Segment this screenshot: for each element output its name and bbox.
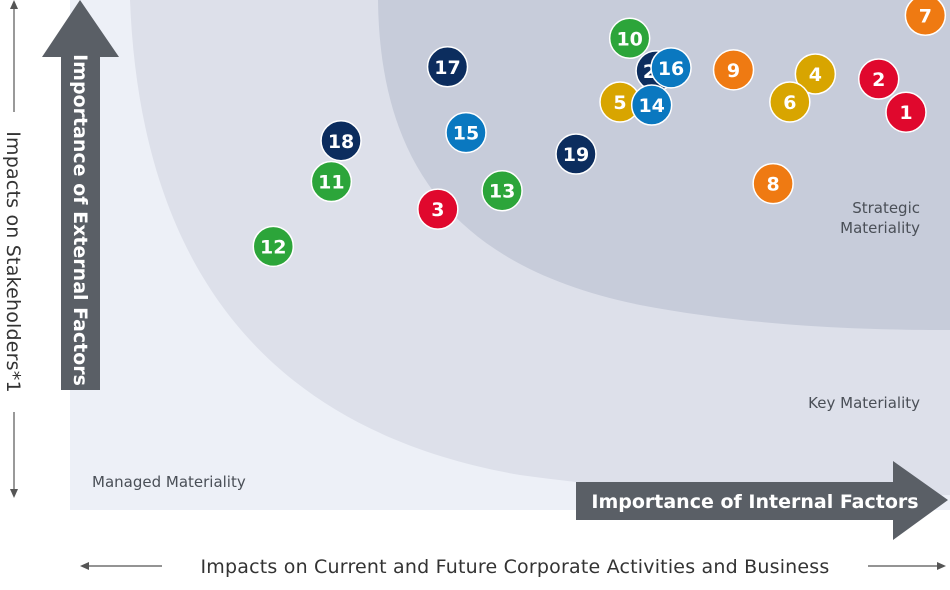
data-point-label-19: 19 — [563, 144, 589, 166]
data-point-8: 8 — [752, 162, 794, 205]
data-points: 1718111231315191020516149462187 — [252, 0, 947, 268]
external-factors-label: Importance of External Factors — [69, 54, 91, 386]
data-point-5: 5 — [599, 81, 641, 123]
data-point-19: 19 — [555, 133, 597, 175]
data-point-label-2: 2 — [872, 69, 885, 91]
data-point-label-10: 10 — [616, 28, 642, 50]
internal-factors-label: Importance of Internal Factors — [591, 491, 918, 513]
data-point-circle-12 — [252, 225, 295, 268]
data-point-11: 11 — [310, 160, 353, 203]
data-point-label-7: 7 — [919, 5, 932, 27]
data-point-circle-9 — [712, 49, 755, 91]
x-axis-arrowhead-right — [937, 562, 946, 570]
data-point-12: 12 — [252, 225, 295, 268]
zone-label-managed: Managed Materiality — [92, 473, 246, 491]
data-point-circle-10 — [608, 17, 651, 59]
x-axis: Impacts on Current and Future Corporate … — [80, 556, 946, 578]
data-point-label-18: 18 — [328, 131, 354, 153]
data-point-label-15: 15 — [453, 123, 479, 145]
data-point-label-16: 16 — [658, 58, 684, 80]
y-axis: Impacts on Stakeholders*1 — [2, 0, 24, 498]
external-factors-arrow-shape — [42, 0, 119, 390]
x-axis-arrowhead-left — [80, 562, 89, 570]
data-point-18: 18 — [320, 120, 362, 162]
data-point-label-14: 14 — [638, 95, 664, 117]
data-point-label-11: 11 — [318, 172, 344, 194]
y-axis-label: Impacts on Stakeholders*1 — [2, 131, 24, 393]
data-point-circle-15 — [445, 111, 487, 154]
data-point-circle-4 — [794, 53, 837, 95]
internal-factors-arrow: Importance of Internal Factors — [576, 461, 948, 540]
data-point-9: 9 — [712, 49, 755, 91]
data-point-10: 10 — [608, 17, 651, 59]
data-point-circle-1 — [885, 91, 927, 133]
data-point-circle-18 — [320, 120, 362, 162]
data-point-circle-11 — [310, 160, 353, 203]
data-point-7: 7 — [904, 0, 947, 37]
data-point-circle-19 — [555, 133, 597, 175]
data-point-label-4: 4 — [809, 64, 822, 86]
data-point-circle-3 — [417, 188, 459, 230]
data-point-2: 2 — [857, 58, 900, 100]
data-point-label-3: 3 — [431, 199, 444, 221]
data-point-label-12: 12 — [260, 236, 286, 258]
data-point-label-9: 9 — [727, 60, 740, 82]
data-point-15: 15 — [445, 111, 487, 154]
data-point-circle-6 — [769, 81, 811, 123]
data-point-label-1: 1 — [899, 102, 912, 124]
data-point-label-8: 8 — [767, 174, 780, 196]
data-point-17: 17 — [426, 46, 469, 88]
data-point-4: 4 — [794, 53, 837, 95]
data-point-circle-2 — [857, 58, 900, 100]
zone-label-strategic-line-2: Materiality — [840, 219, 920, 237]
data-point-circle-13 — [481, 169, 523, 212]
data-point-14: 14 — [630, 84, 673, 126]
data-point-circle-14 — [630, 84, 673, 126]
data-point-circle-7 — [904, 0, 947, 37]
zone-label-strategic-line-1: Strategic — [852, 199, 920, 217]
data-point-label-17: 17 — [434, 57, 460, 79]
internal-factors-arrow-shape — [576, 461, 948, 540]
y-axis-arrowhead-down — [10, 489, 18, 498]
data-point-circle-8 — [752, 162, 794, 205]
y-axis-arrowhead-up — [10, 0, 18, 9]
data-point-6: 6 — [769, 81, 811, 123]
data-point-16: 16 — [650, 47, 692, 89]
data-point-circle-16 — [650, 47, 692, 89]
data-point-label-13: 13 — [489, 181, 515, 203]
data-point-circle-17 — [426, 46, 469, 88]
data-point-1: 1 — [885, 91, 927, 133]
data-point-13: 13 — [481, 169, 523, 212]
x-axis-label: Impacts on Current and Future Corporate … — [201, 556, 830, 578]
data-point-label-6: 6 — [783, 92, 796, 114]
data-point-3: 3 — [417, 188, 459, 230]
data-point-label-5: 5 — [613, 92, 626, 114]
external-factors-arrow: Importance of External Factors — [42, 0, 119, 390]
zone-label-key: Key Materiality — [808, 394, 920, 412]
